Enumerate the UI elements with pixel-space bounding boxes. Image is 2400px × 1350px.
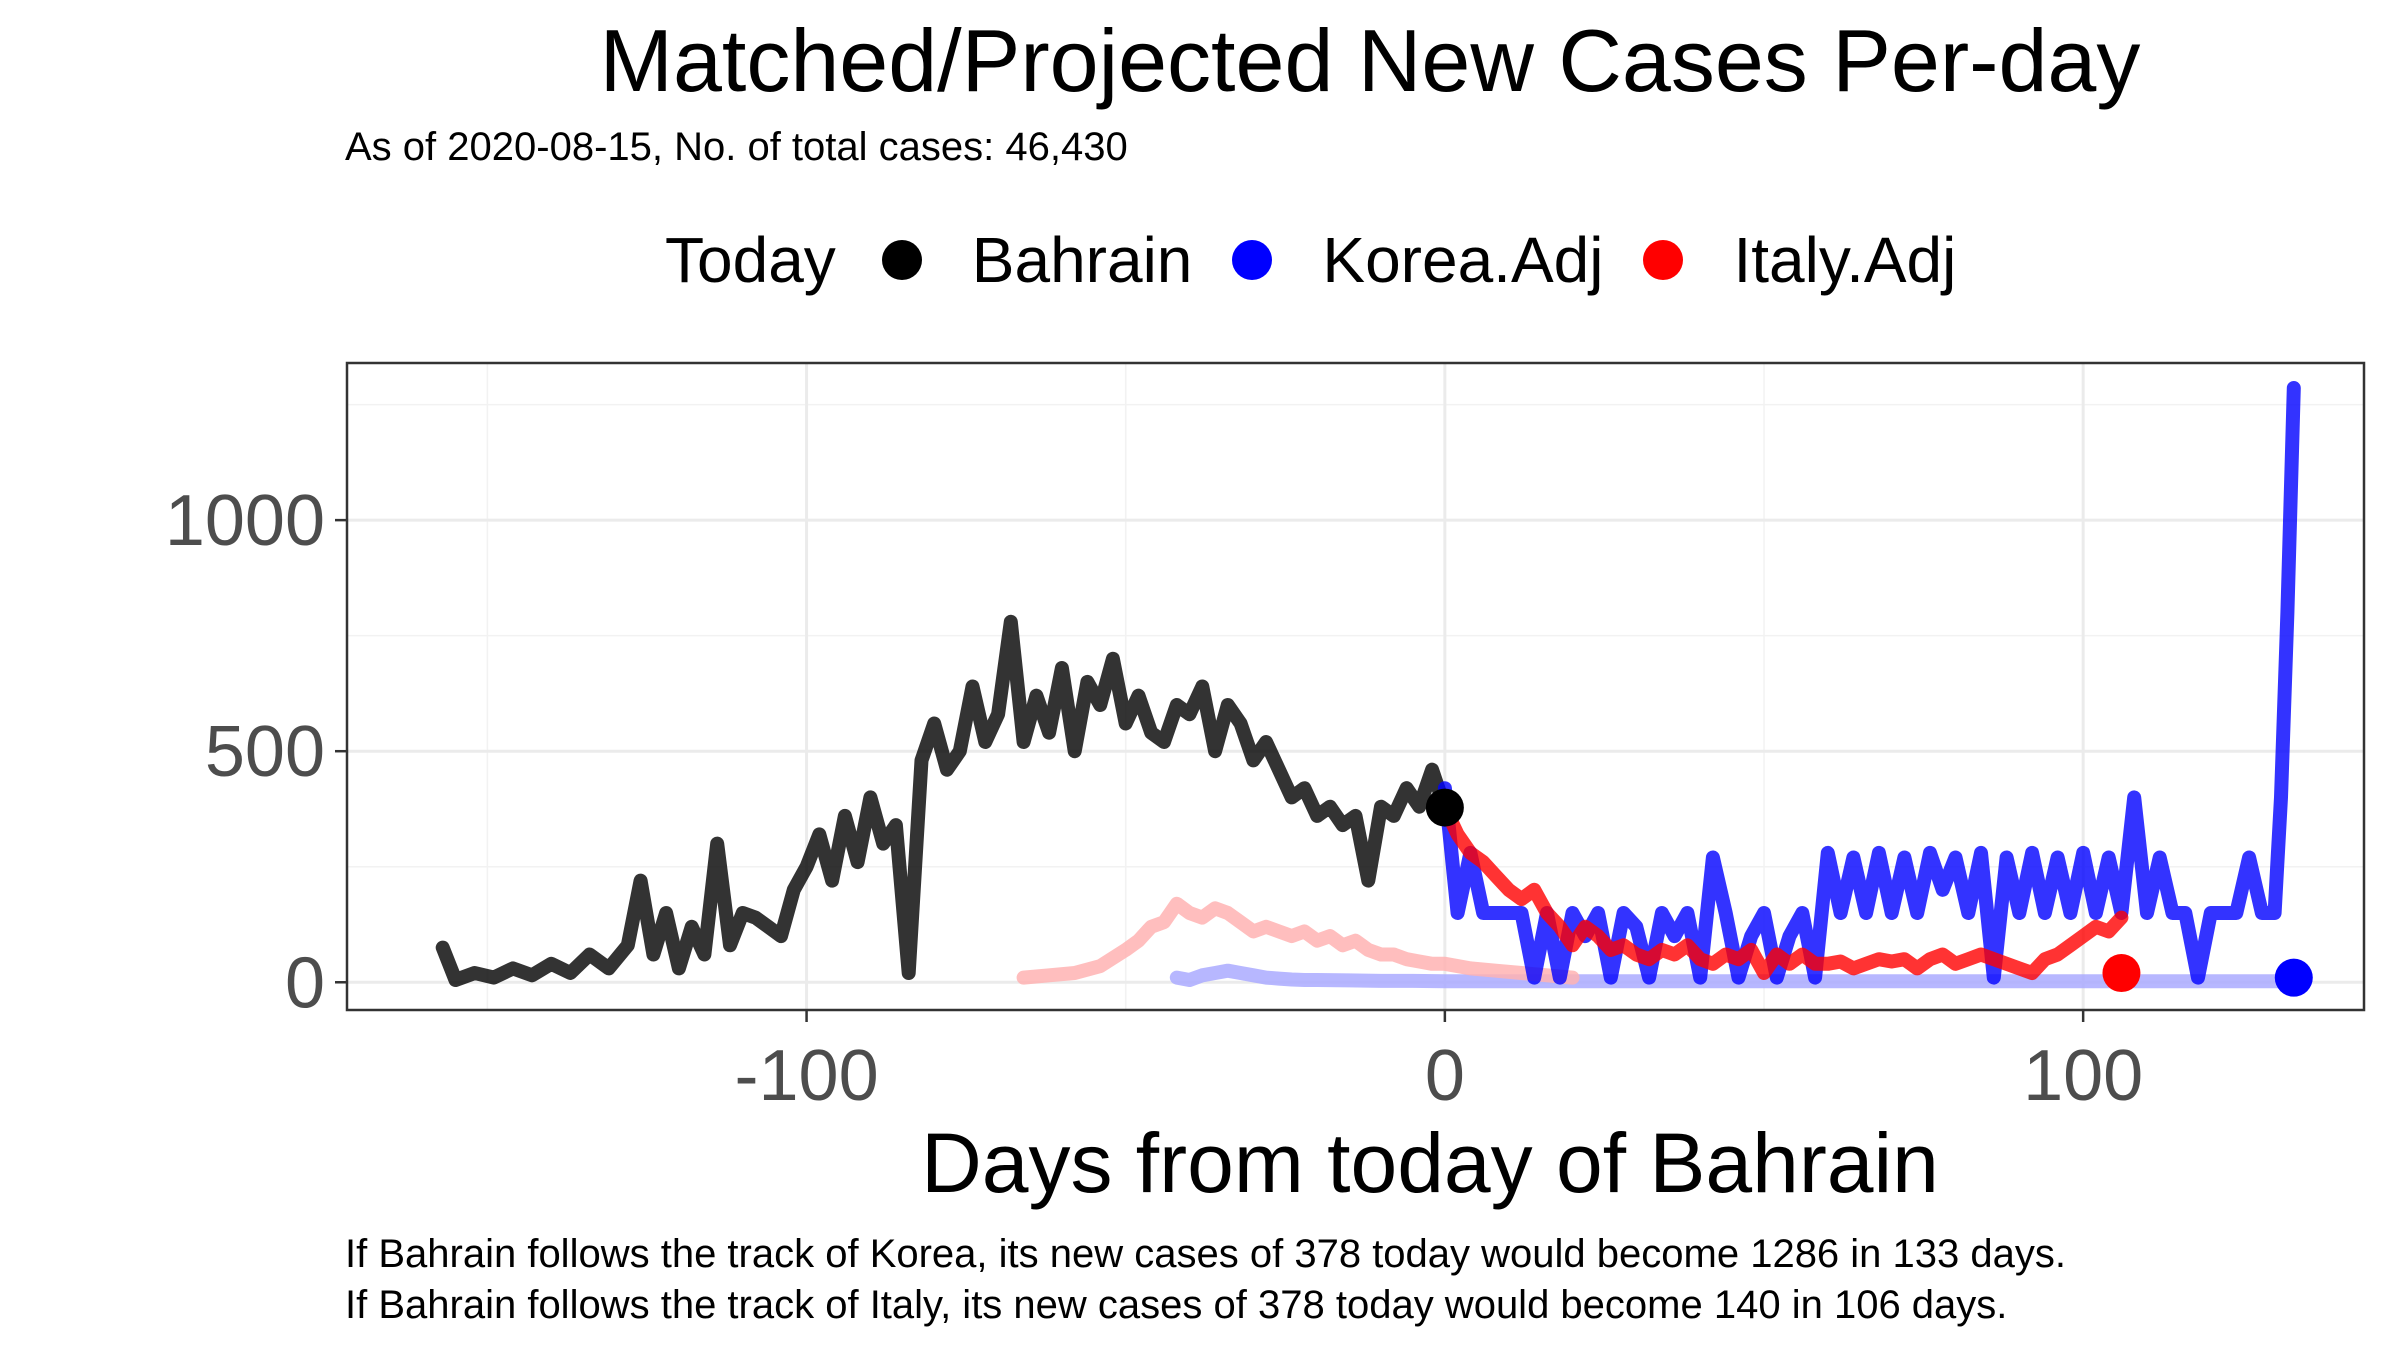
chart-subtitle: As of 2020-08-15, No. of total cases: 46… (345, 125, 1128, 169)
caption-korea: If Bahrain follows the track of Korea, i… (345, 1232, 2066, 1276)
series-line-2 (1016, 896, 1580, 985)
chart-title: Matched/Projected New Cases Per-day (599, 11, 2141, 110)
legend-item-korea: Korea.Adj (1232, 223, 1603, 297)
y-tick-label: 0 (285, 943, 325, 1023)
today-point-2 (2102, 954, 2141, 993)
y-tick-label: 500 (205, 712, 325, 792)
series-line-4 (1437, 800, 2129, 980)
legend-title: Today (665, 224, 836, 296)
legend-label-korea: Korea.Adj (1322, 224, 1604, 296)
points-layer (1425, 788, 2313, 997)
x-tick-label: -100 (735, 1036, 879, 1116)
caption-italy: If Bahrain follows the track of Italy, i… (345, 1283, 2008, 1327)
legend-label-bahrain: Bahrain (971, 224, 1193, 296)
legend-label-italy: Italy.Adj (1733, 224, 1957, 296)
today-point-1 (2274, 958, 2313, 997)
series-line-1 (1169, 963, 2301, 989)
today-point-0 (1425, 788, 1464, 827)
x-tick-label: 100 (2023, 1036, 2143, 1116)
y-tick-label: 1000 (165, 481, 325, 561)
plot-frame (345, 361, 2366, 1012)
x-tick-label: 0 (1425, 1036, 1465, 1116)
legend-key-bahrain (881, 240, 922, 280)
legend: Today Bahrain Korea.Adj Italy.Adj (665, 220, 1996, 300)
series-line-0 (435, 614, 1452, 987)
legend-key-italy (1643, 240, 1684, 280)
legend-item-italy: Italy.Adj (1643, 223, 1956, 297)
legend-key-korea (1232, 240, 1273, 280)
series-layer (435, 381, 2301, 989)
legend-item-bahrain: Bahrain (881, 223, 1193, 297)
x-axis-label: Days from today of Bahrain (921, 1116, 1939, 1210)
